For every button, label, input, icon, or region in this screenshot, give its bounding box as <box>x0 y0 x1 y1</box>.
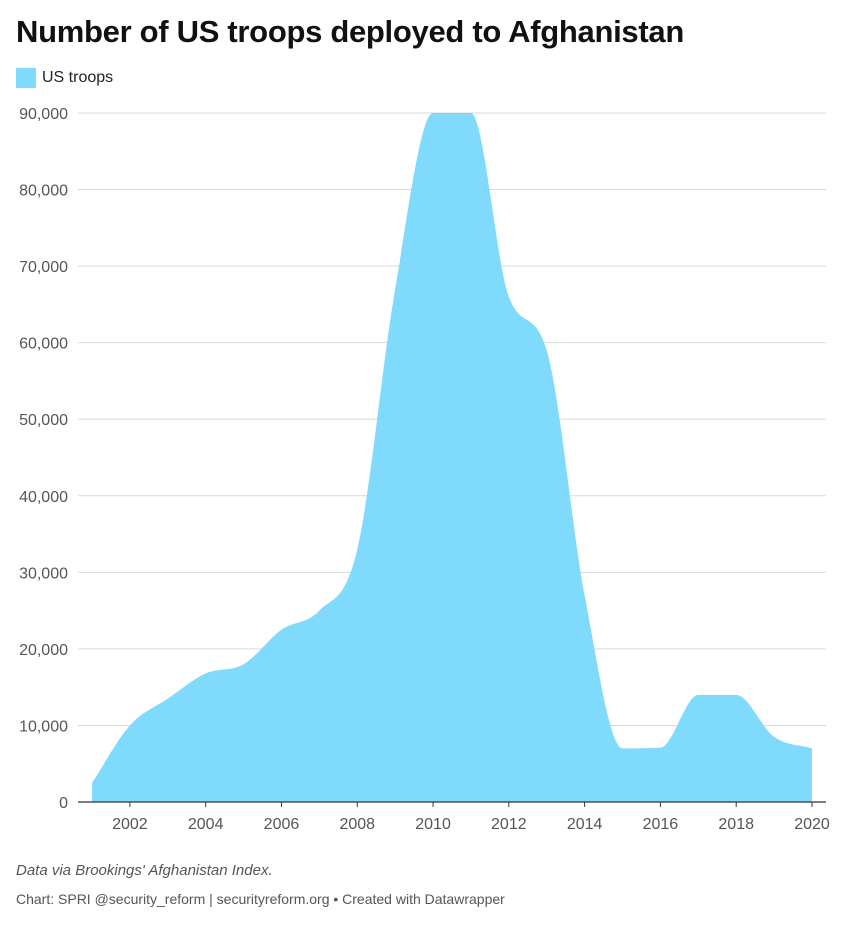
y-tick-label: 30,000 <box>19 565 68 582</box>
x-tick-label: 2004 <box>188 816 224 833</box>
y-tick-label: 10,000 <box>19 718 68 735</box>
series-area-us-troops <box>92 113 812 802</box>
area-chart: 2002 2004 2006 2008 2010 2012 2014 2016 2018 2020… <box>19 106 830 833</box>
x-tick-label: 2012 <box>491 816 527 833</box>
y-tick-label: 20,000 <box>19 642 68 659</box>
x-tick-label: 2016 <box>643 816 679 833</box>
x-tick-label: 2006 <box>264 816 300 833</box>
x-tick-label: 2018 <box>718 816 754 833</box>
x-axis: 2002 2004 2006 2008 2010 2012 2014 2016 2018 2020 <box>78 801 830 833</box>
y-tick-label: 90,000 <box>19 106 68 123</box>
x-tick-label: 2014 <box>567 816 603 833</box>
area-series <box>92 113 812 802</box>
y-tick-label: 40,000 <box>19 489 68 506</box>
x-tick-label: 2020 <box>794 816 830 833</box>
y-axis: 0 10,000 20,000 30,000 40,000 50,000 60,000 70,… <box>19 106 68 812</box>
y-tick-label: 0 <box>59 795 68 812</box>
x-tick-label: 2002 <box>112 816 148 833</box>
y-tick-label: 60,000 <box>19 336 68 353</box>
y-tick-label: 80,000 <box>19 183 68 200</box>
y-tick-label: 50,000 <box>19 412 68 429</box>
source-note: Data via Brookings' Afghanistan Index. <box>16 862 273 879</box>
legend: US troops <box>16 68 113 88</box>
y-tick-label: 70,000 <box>19 259 68 276</box>
legend-label: US troops <box>42 69 114 86</box>
legend-swatch <box>16 68 36 88</box>
chart-title: Number of US troops deployed to Afghanis… <box>16 14 684 49</box>
x-tick-label: 2010 <box>415 816 451 833</box>
x-tick-label: 2008 <box>339 816 375 833</box>
chart-credit: Chart: SPRI @security_reform | securityr… <box>16 891 505 907</box>
